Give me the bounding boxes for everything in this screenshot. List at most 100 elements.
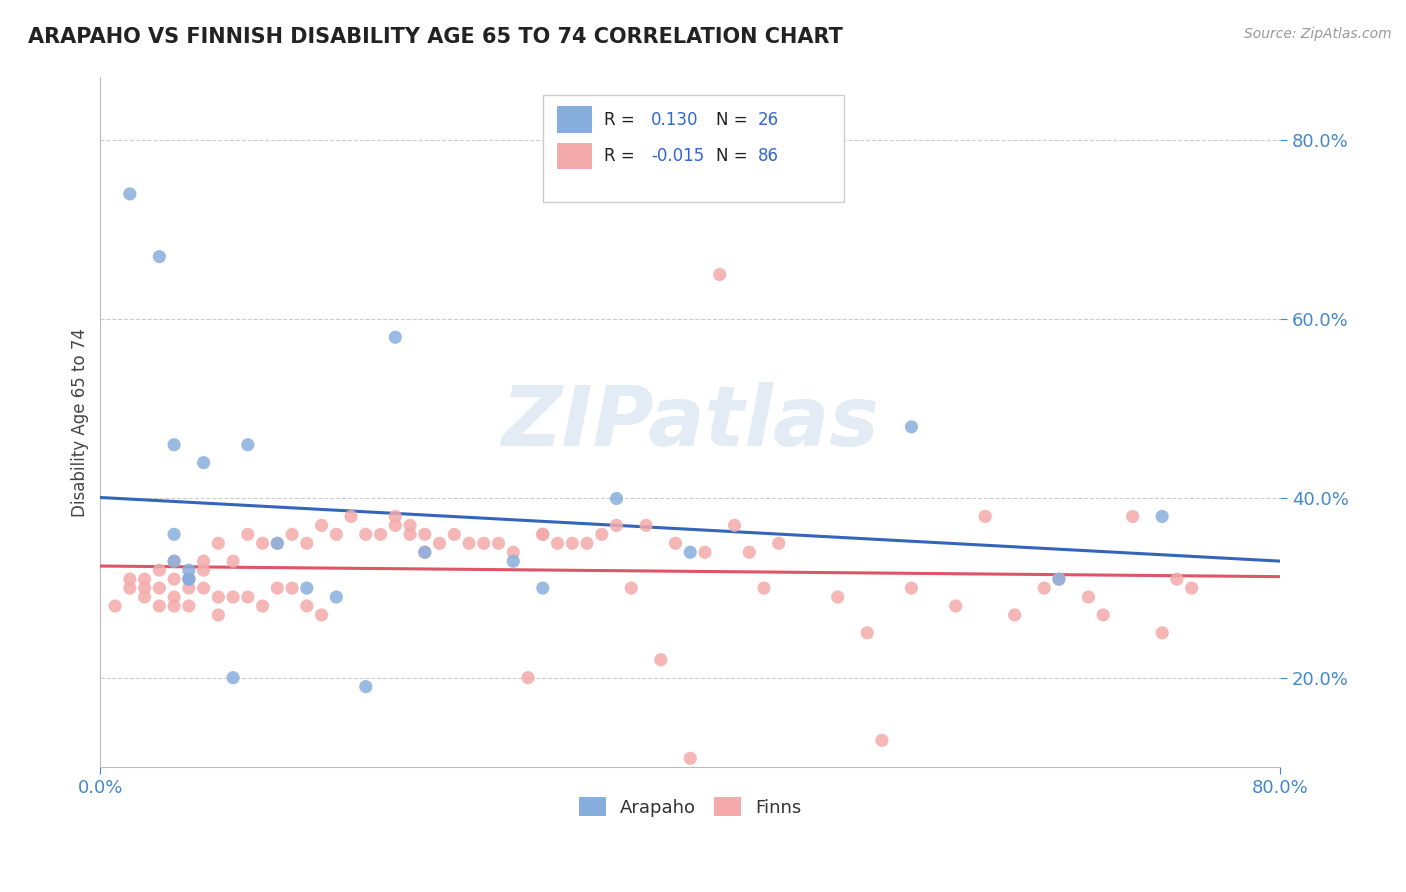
Point	[723, 518, 745, 533]
Point	[1092, 607, 1115, 622]
Point	[340, 509, 363, 524]
Point	[576, 536, 599, 550]
Point	[252, 536, 274, 550]
Text: 86: 86	[758, 147, 779, 165]
Point	[177, 581, 200, 595]
Point	[752, 581, 775, 595]
Point	[945, 599, 967, 613]
Point	[413, 545, 436, 559]
Text: N =: N =	[716, 147, 754, 165]
Point	[517, 671, 540, 685]
Point	[281, 581, 304, 595]
Point	[295, 536, 318, 550]
Point	[134, 572, 156, 586]
Point	[163, 599, 186, 613]
Point	[163, 527, 186, 541]
Point	[1181, 581, 1204, 595]
Point	[443, 527, 465, 541]
Point	[1122, 509, 1144, 524]
Point	[472, 536, 495, 550]
Text: ARAPAHO VS FINNISH DISABILITY AGE 65 TO 74 CORRELATION CHART: ARAPAHO VS FINNISH DISABILITY AGE 65 TO …	[28, 27, 844, 46]
Point	[399, 518, 422, 533]
Point	[236, 438, 259, 452]
Point	[738, 545, 761, 559]
Point	[709, 268, 731, 282]
Point	[502, 554, 524, 568]
Legend: Arapaho, Finns: Arapaho, Finns	[571, 790, 808, 824]
Point	[193, 554, 215, 568]
Point	[207, 536, 229, 550]
Point	[502, 545, 524, 559]
Point	[148, 250, 170, 264]
Point	[148, 599, 170, 613]
Point	[193, 581, 215, 595]
Point	[384, 330, 406, 344]
Text: R =: R =	[605, 147, 640, 165]
Point	[354, 680, 377, 694]
Point	[236, 590, 259, 604]
Point	[370, 527, 392, 541]
Point	[118, 572, 141, 586]
Point	[1047, 572, 1070, 586]
Point	[900, 420, 922, 434]
Point	[1004, 607, 1026, 622]
Point	[325, 590, 347, 604]
Point	[222, 590, 245, 604]
Point	[531, 581, 554, 595]
Point	[605, 491, 627, 506]
Point	[870, 733, 893, 747]
Text: ZIPatlas: ZIPatlas	[502, 382, 879, 463]
Point	[207, 607, 229, 622]
Point	[193, 456, 215, 470]
Point	[163, 554, 186, 568]
Point	[399, 527, 422, 541]
Point	[1033, 581, 1056, 595]
Point	[384, 509, 406, 524]
Text: Source: ZipAtlas.com: Source: ZipAtlas.com	[1244, 27, 1392, 41]
Point	[295, 599, 318, 613]
Point	[1152, 626, 1174, 640]
Point	[163, 554, 186, 568]
Point	[1152, 509, 1174, 524]
Point	[311, 607, 333, 622]
Point	[1047, 572, 1070, 586]
Point	[561, 536, 583, 550]
Point	[177, 563, 200, 577]
Point	[384, 518, 406, 533]
Point	[163, 590, 186, 604]
Point	[148, 581, 170, 595]
Point	[458, 536, 481, 550]
Point	[1077, 590, 1099, 604]
Text: 0.130: 0.130	[651, 111, 699, 128]
Point	[605, 518, 627, 533]
Point	[311, 518, 333, 533]
Point	[236, 527, 259, 541]
Point	[531, 527, 554, 541]
Point	[207, 590, 229, 604]
Point	[531, 527, 554, 541]
Point	[429, 536, 451, 550]
Point	[163, 438, 186, 452]
Point	[768, 536, 790, 550]
Point	[974, 509, 997, 524]
Point	[620, 581, 643, 595]
Point	[693, 545, 716, 559]
FancyBboxPatch shape	[557, 143, 592, 169]
Point	[295, 581, 318, 595]
Point	[177, 572, 200, 586]
Point	[325, 527, 347, 541]
Point	[413, 527, 436, 541]
Point	[664, 536, 686, 550]
Point	[650, 653, 672, 667]
Point	[134, 581, 156, 595]
Y-axis label: Disability Age 65 to 74: Disability Age 65 to 74	[72, 328, 89, 516]
Point	[118, 186, 141, 201]
Point	[679, 545, 702, 559]
Point	[177, 572, 200, 586]
Text: 26: 26	[758, 111, 779, 128]
Point	[900, 581, 922, 595]
Point	[488, 536, 510, 550]
Point	[591, 527, 613, 541]
Text: -0.015: -0.015	[651, 147, 704, 165]
Point	[148, 563, 170, 577]
